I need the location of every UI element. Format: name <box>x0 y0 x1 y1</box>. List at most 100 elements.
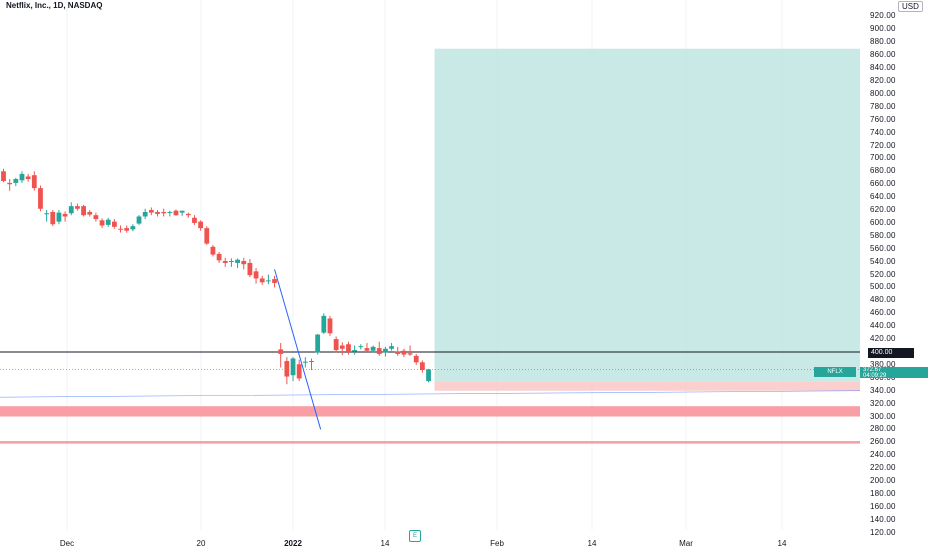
symbol-tag: NFLX <box>814 367 856 377</box>
price-tick-label: 240.00 <box>870 450 896 460</box>
candle-body <box>284 361 290 377</box>
candle-body <box>401 350 407 355</box>
candle-body <box>339 345 345 349</box>
candle-body <box>216 253 222 261</box>
candle-body <box>413 355 419 363</box>
candle-body <box>179 210 185 213</box>
price-tick-label: 660.00 <box>870 179 896 189</box>
currency-label[interactable]: USD <box>898 1 923 12</box>
price-tick-label: 880.00 <box>870 37 896 47</box>
candle-body <box>38 188 43 209</box>
candle-body <box>25 176 31 180</box>
time-tick-label: 14 <box>777 539 787 548</box>
price-tick-label: 540.00 <box>870 256 896 266</box>
support-band <box>0 441 860 444</box>
price-tick-label: 580.00 <box>870 230 896 240</box>
candle-body <box>124 228 130 231</box>
candle-body <box>130 226 136 230</box>
candle-body <box>93 215 99 220</box>
price-tick-label: 340.00 <box>870 385 896 395</box>
earnings-event-marker[interactable]: E <box>409 530 421 542</box>
time-tick-label: Feb <box>490 539 504 548</box>
drawing-zones[interactable] <box>0 48 860 444</box>
candle-body <box>346 344 351 352</box>
ray-line <box>0 390 860 398</box>
candle-body <box>376 348 382 354</box>
time-tick-label: Mar <box>679 539 693 548</box>
candle-body <box>265 280 271 282</box>
candle-body <box>296 364 302 379</box>
price-tick-label: 180.00 <box>870 488 896 498</box>
price-tick-label: 320.00 <box>870 398 896 408</box>
candle-body <box>352 350 358 352</box>
candle-body <box>136 216 142 224</box>
stop-zone <box>434 381 860 391</box>
candle-body <box>333 339 339 351</box>
candle-body <box>142 211 148 217</box>
trend-line <box>274 269 322 430</box>
candle-body <box>105 219 111 225</box>
price-tick-label: 300.00 <box>870 411 896 421</box>
candle-body <box>68 206 74 214</box>
candle-body <box>315 334 321 353</box>
chart-area[interactable]: Netflix, Inc., 1D, NASDAQ <box>0 0 860 530</box>
candle-body <box>44 213 50 215</box>
price-tick-label: 860.00 <box>870 50 896 60</box>
price-tick-label: 420.00 <box>870 334 896 344</box>
candle-body <box>1 171 6 181</box>
price-tick-label: 220.00 <box>870 463 896 473</box>
price-tick-label: 800.00 <box>870 88 896 98</box>
candles <box>1 168 431 385</box>
candle-body <box>185 213 191 216</box>
candle-body <box>272 279 277 283</box>
price-tick-label: 820.00 <box>870 75 896 85</box>
price-tick-label: 500.00 <box>870 282 896 292</box>
candle-body <box>50 211 56 225</box>
price-tick-label: 620.00 <box>870 205 896 215</box>
candle-body <box>56 212 62 222</box>
candle-body <box>198 221 204 229</box>
candle-body <box>247 262 253 276</box>
candle-body <box>62 213 68 217</box>
candle-body <box>161 211 167 214</box>
price-tick-label: 760.00 <box>870 114 896 124</box>
candle-body <box>111 221 117 227</box>
candle-body <box>358 346 364 348</box>
time-tick-label: 20 <box>196 539 206 548</box>
price-tick-label: 560.00 <box>870 243 896 253</box>
candle-body <box>370 346 376 351</box>
candle-body <box>99 220 105 226</box>
candle-body <box>87 211 93 215</box>
candle-body <box>426 369 431 382</box>
price-axis[interactable]: USD 920.00 900.00 880.00 860.00 840.00 820.00… <box>860 0 932 550</box>
price-tick-label: 780.00 <box>870 101 896 111</box>
target-zone <box>434 48 860 382</box>
candle-body <box>229 261 234 263</box>
price-tick-label: 480.00 <box>870 295 896 305</box>
candle-body <box>210 246 216 255</box>
price-tick-label: 460.00 <box>870 308 896 318</box>
price-tick-label: 600.00 <box>870 217 896 227</box>
price-chart[interactable] <box>0 0 860 530</box>
candle-body <box>222 261 228 263</box>
price-tick-label: 140.00 <box>870 514 896 524</box>
price-tick-label: 840.00 <box>870 63 896 73</box>
price-tick-label: 380.00 <box>870 359 896 369</box>
candle-body <box>327 318 333 334</box>
price-tick-label: 720.00 <box>870 140 896 150</box>
support-band <box>0 406 860 417</box>
candle-body <box>192 217 197 223</box>
candle-body <box>204 228 210 244</box>
price-tick-label: 740.00 <box>870 127 896 137</box>
candle-body <box>19 173 25 181</box>
price-tick-label: 280.00 <box>870 424 896 434</box>
candle-body <box>155 211 160 214</box>
time-axis[interactable]: Dec 20 2022 14 Feb 14 Mar 14 <box>0 530 860 550</box>
candle-body <box>259 278 265 283</box>
price-tick-label: 920.00 <box>870 11 896 21</box>
last-price-tag: 372.67 04:09:29 <box>860 367 928 379</box>
candle-body <box>383 348 388 353</box>
price-tick-label: 440.00 <box>870 321 896 331</box>
chart-title: Netflix, Inc., 1D, NASDAQ <box>6 1 103 10</box>
price-tick-label: 900.00 <box>870 24 896 34</box>
